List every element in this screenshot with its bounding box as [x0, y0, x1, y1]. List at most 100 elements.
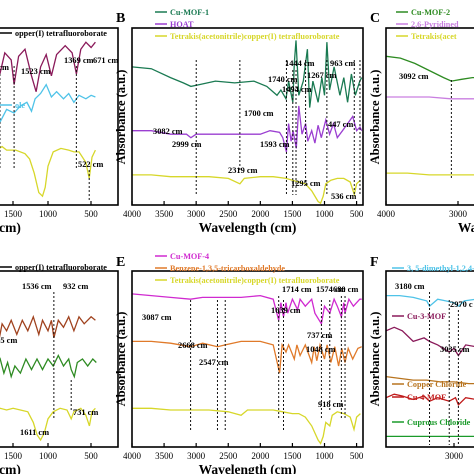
panel-b: 4000 3500 3000 2500 2000 1500 1000 500 Wavelengt…: [114, 8, 364, 235]
legend-label: Cu-4-MOF: [407, 393, 446, 402]
x-tick-label: 500: [350, 451, 364, 461]
series-line-1: [0, 41, 96, 92]
panel-letter: F: [370, 255, 379, 270]
x-tick-label: 500: [84, 451, 98, 461]
y-axis-label: Absorbance (a.u.): [114, 312, 128, 407]
peak-annotation: 2970 c: [450, 300, 473, 309]
peak-annotation: 932 cm: [63, 282, 88, 291]
legend-label: Copper Chloride: [407, 380, 467, 389]
axes-frame: [131, 27, 364, 206]
peak-annotation: 522 cm: [78, 160, 103, 169]
peak-annotation: 1369 cm: [64, 56, 94, 65]
axes-frame: [385, 27, 474, 206]
plot-area: [0, 41, 96, 200]
y-axis-label: Absorbance (a.u.): [368, 312, 382, 407]
plot-area: [386, 292, 474, 445]
peak-annotation: 680 cm: [333, 285, 358, 294]
peak-annotation: 731 cm: [73, 408, 98, 417]
x-tick-label: 500: [350, 209, 364, 219]
peak-annotation: 1611 cm: [20, 428, 49, 437]
peak-annotation: 1267 cm: [307, 71, 337, 80]
peak-annotation: 536 cm: [331, 192, 356, 201]
x-tick-label: 2500: [219, 209, 238, 219]
x-axis-label: th (cm): [0, 220, 21, 235]
x-tick-label: 1000: [316, 209, 335, 219]
peak-annotation: 3035 cm: [440, 345, 470, 354]
series-line-1: [0, 314, 96, 339]
x-tick-label: 4000: [123, 209, 142, 219]
series-line-3: [132, 407, 361, 445]
peak-annotation: 695 cm: [0, 336, 17, 345]
peak-annotation: 3082 cm: [153, 127, 183, 136]
peak-annotation: 2547 cm: [199, 358, 229, 367]
series-line-4: [386, 393, 474, 406]
x-tick-label: 3000: [445, 451, 464, 461]
series-line-3: [0, 407, 96, 442]
plot-area: [132, 293, 362, 445]
legend-label: opper(I) tetrafluoroborate: [15, 263, 107, 272]
x-axis-label: th (cm): [0, 462, 21, 474]
peak-annotation: 1048 cm: [306, 345, 336, 354]
x-tick-label: 3000: [187, 451, 206, 461]
x-tick-label: 3000: [187, 209, 206, 219]
peak-annotation: 2668 cm: [178, 341, 208, 350]
x-tick-label: 1500: [283, 451, 302, 461]
x-tick-label: 1500: [4, 209, 23, 219]
peak-annotation: 1740 cm: [268, 75, 298, 84]
peak-annotation: 1639 cm: [271, 306, 301, 315]
x-axis-label: Wav: [458, 220, 474, 235]
peak-annotation: 2999 cm: [172, 140, 202, 149]
x-tick-label: 3500: [155, 451, 174, 461]
plot-area: [386, 55, 474, 180]
axes-frame: [0, 27, 119, 206]
series-line-1: [386, 55, 474, 82]
x-tick-label: 2000: [251, 451, 270, 461]
series-line-2: [386, 96, 474, 100]
legend-label: Cu-3-MOF: [407, 312, 446, 321]
x-tick-label: 4000: [377, 209, 396, 219]
legend-label: Cu-MOF-1: [170, 8, 209, 17]
x-tick-label: 500: [84, 209, 98, 219]
legend-label: opper(I) tetrafluoroborate: [15, 29, 107, 38]
axes-frame: [0, 270, 119, 448]
legend-label: Tetrakis(acet: [411, 32, 457, 41]
peak-annotation: 918 cm: [318, 400, 343, 409]
legend-label: Cuprous Chloride: [407, 418, 471, 427]
panel-letter: C: [370, 11, 380, 26]
panel-d: 015001000500th (cm)opper(I) tetrafluorob…: [0, 263, 119, 474]
x-tick-label: 1000: [316, 451, 335, 461]
y-axis-label: Absorbance (a.u.): [114, 70, 128, 165]
x-tick-label: 3000: [449, 209, 468, 219]
x-tick-label: 1500: [4, 451, 23, 461]
axes-frame: [385, 270, 474, 448]
peak-annotation: 3087 cm: [142, 313, 172, 322]
peak-annotation: 1574 cm: [316, 285, 346, 294]
x-axis-label: Wavelength (cm): [199, 220, 297, 235]
peak-annotation: 1714 cm: [282, 285, 312, 294]
panel-c: 4000 3000Wav Absorbance (a.u.) C Cu-MOF-2 2,6…: [368, 8, 474, 235]
series-line-2: [132, 105, 363, 153]
x-tick-label: 3500: [155, 209, 174, 219]
peak-annotation: 1536 cm: [22, 282, 52, 291]
x-tick-label: 4000: [123, 451, 142, 461]
legend-label: HOAT: [170, 20, 194, 29]
panel-e: 4000 3500 3000 2500 2000 1500 1000 500 Wavelengt…: [114, 252, 364, 474]
x-tick-label: 2500: [219, 451, 238, 461]
series-line-3: [386, 172, 474, 176]
panel-a: 015001000500th (cm)opper(I) tetrafluorob…: [0, 27, 119, 235]
x-tick-label: 1000: [39, 209, 58, 219]
x-tick-label: 2000: [251, 209, 270, 219]
x-tick-label: 1000: [39, 451, 58, 461]
x-axis-label: Wavelength (cm): [199, 462, 297, 474]
legend-label: Tetrakis(acetonitrile)copper(I) tetraflu…: [170, 32, 340, 41]
peak-annotation: 2319 cm: [228, 166, 258, 175]
legend-label: Benzene-1,3,5-tricarboxaldehyde: [170, 264, 285, 273]
series-line-3: [132, 174, 361, 205]
plot-area: [0, 292, 97, 442]
peak-annotation: 1700 cm: [244, 109, 274, 118]
series-line-3: [0, 145, 96, 198]
peak-annotation: 0 cm: [0, 63, 9, 72]
series-line-2: [386, 326, 474, 357]
peak-annotation: 1523 cm: [21, 67, 51, 76]
legend-label: Tetrakis(acetonitrile)copper(I) tetraflu…: [170, 276, 340, 285]
